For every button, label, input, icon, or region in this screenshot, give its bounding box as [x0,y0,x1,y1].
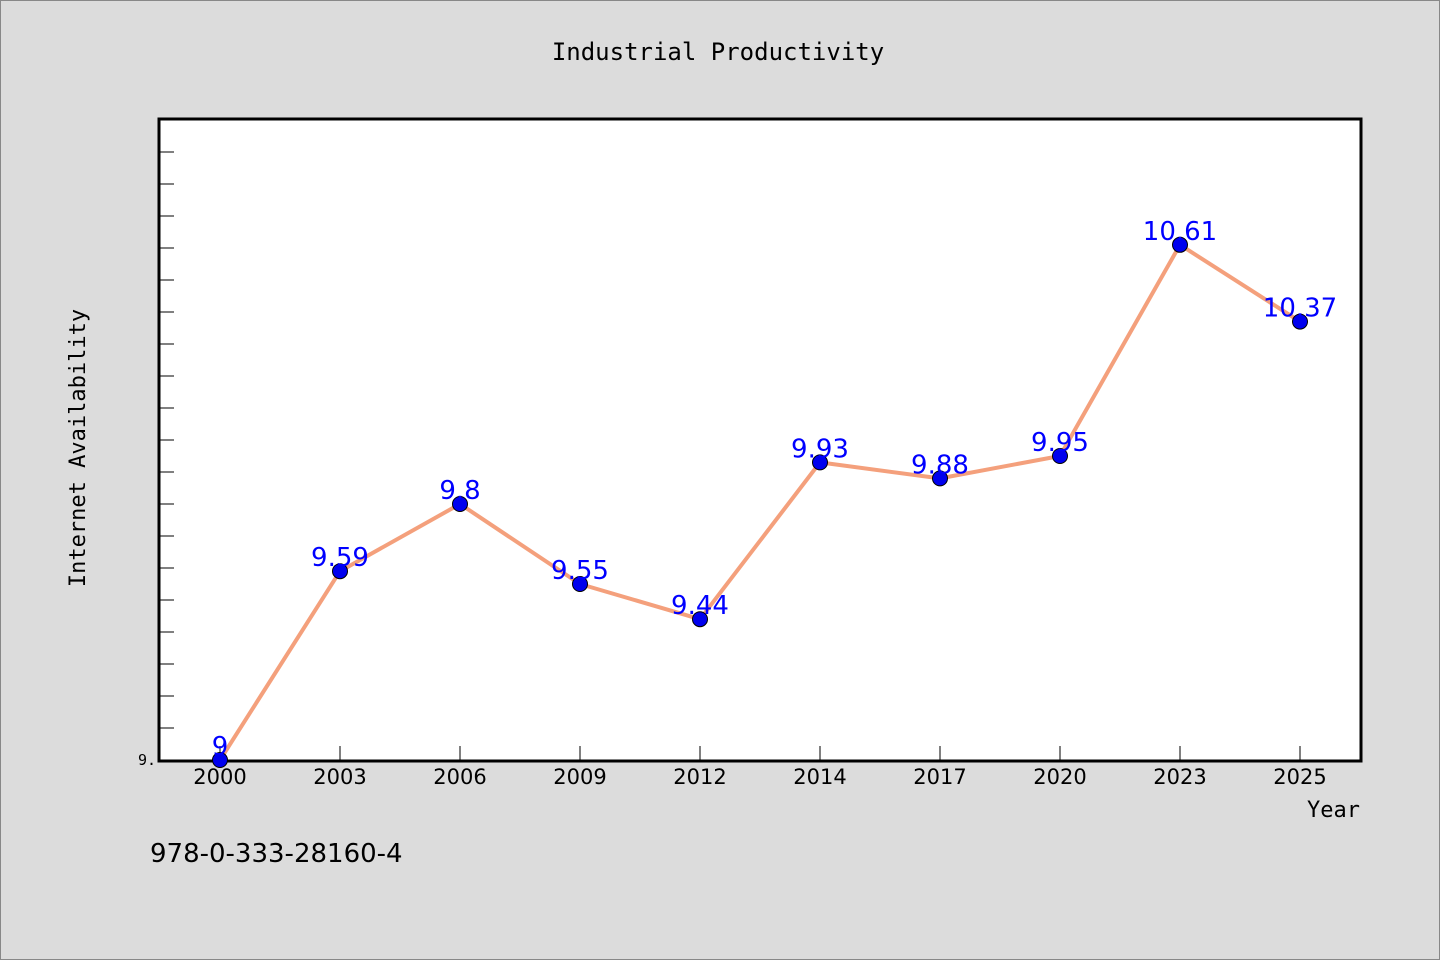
x-tick-label: 2025 [1273,765,1326,789]
data-label: 9.93 [791,434,849,464]
data-point [452,496,468,512]
data-point [932,470,948,487]
plot-area [157,117,1363,763]
data-label: 9.55 [551,556,609,586]
data-point [692,611,708,628]
x-tick-label: 2003 [313,765,366,789]
data-label: 9 [212,732,229,762]
x-tick-label: 2006 [433,765,486,789]
x-axis-label: Year [1307,798,1360,823]
x-tick-label: 2012 [673,765,726,789]
x-tick-label: 2009 [553,765,606,789]
data-point [572,576,588,592]
data-label: 10.61 [1143,217,1217,247]
y-axis-ticks: 9. [138,119,174,769]
data-point [332,563,348,580]
data-label: 9.95 [1031,428,1089,458]
x-tick-label: 2000 [193,765,246,789]
y-axis-label: Internet Availability [66,309,91,587]
data-label: 9.8 [439,476,480,506]
data-label: 9.59 [311,543,369,573]
data-label: 9.44 [671,591,729,621]
series-line [218,242,1302,762]
x-axis-ticks: 2000 2003 2006 2009 2012 2014 2017 2020 2023 2025 [193,746,1327,789]
x-tick-label: 2017 [913,765,966,789]
x-tick-label: 2023 [1153,765,1206,789]
data-points [212,236,1308,768]
data-point [1052,448,1068,464]
data-point [212,752,228,768]
data-labels: 9 9.59 9.8 9.55 9.44 9.93 9.88 9.95 10.61 10.37 [212,217,1337,762]
data-point [1292,313,1308,330]
isbn-annotation: 978-0-333-28160-4 [150,839,403,869]
chart-title: Industrial Productivity [552,38,884,66]
data-point [812,454,828,471]
x-tick-label: 2014 [793,765,846,789]
data-point [1172,236,1188,253]
x-tick-label: 2020 [1033,765,1086,789]
data-label: 10.37 [1263,294,1337,324]
data-label: 9.88 [911,450,969,480]
y-tick-label: 9. [138,751,156,769]
